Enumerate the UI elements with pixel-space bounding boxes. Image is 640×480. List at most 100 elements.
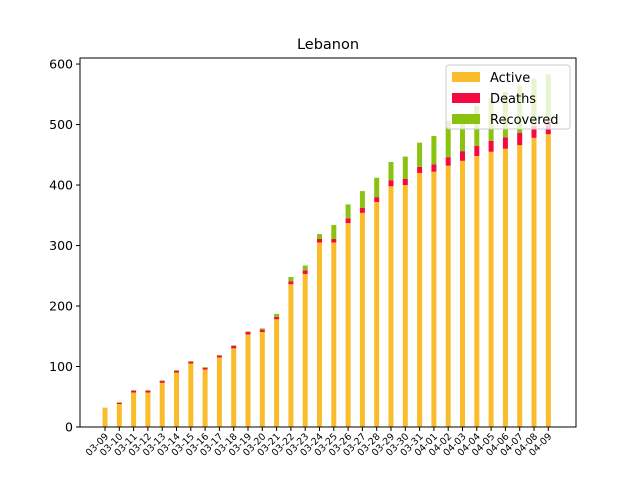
bar-active-03-18 xyxy=(231,348,237,427)
bar-active-03-14 xyxy=(174,372,179,427)
bar-active-03-27 xyxy=(359,212,365,427)
legend: Active Deaths Recovered xyxy=(445,64,571,130)
bar-deaths-04-06 xyxy=(502,137,508,149)
bar-recovered-04-03 xyxy=(460,113,465,152)
bar-deaths-04-04 xyxy=(474,145,480,156)
bar-recovered-03-25 xyxy=(331,224,337,239)
bars-group xyxy=(102,74,551,428)
bar-deaths-03-15 xyxy=(188,361,194,364)
bar-recovered-04-01 xyxy=(431,136,437,165)
bar-recovered-03-21 xyxy=(274,313,280,317)
y-tick-label: 300 xyxy=(49,238,73,253)
bar-recovered-03-24 xyxy=(317,234,322,239)
bar-active-04-08 xyxy=(531,137,537,427)
bar-recovered-03-16 xyxy=(202,367,208,368)
bar-deaths-03-28 xyxy=(374,197,380,202)
bar-active-03-26 xyxy=(345,223,351,427)
bar-deaths-03-23 xyxy=(302,270,308,274)
bar-recovered-03-14 xyxy=(174,370,179,371)
bar-deaths-03-27 xyxy=(359,208,365,213)
bar-deaths-03-14 xyxy=(174,370,179,373)
bar-active-04-04 xyxy=(474,155,480,428)
bar-active-03-15 xyxy=(188,363,194,427)
chart-title: Lebanon xyxy=(297,37,359,53)
bar-deaths-03-26 xyxy=(345,218,351,224)
bar-active-04-09 xyxy=(545,134,551,427)
y-tick-label: 400 xyxy=(49,178,73,193)
bar-deaths-03-11 xyxy=(131,390,137,393)
bar-active-03-25 xyxy=(331,242,337,427)
bar-active-04-05 xyxy=(488,151,494,427)
y-axis: 0 100 200 300 400 500 600 xyxy=(49,57,80,435)
bar-recovered-03-28 xyxy=(374,177,380,198)
bar-deaths-03-30 xyxy=(402,178,408,186)
bar-active-03-21 xyxy=(274,319,280,427)
bar-active-03-17 xyxy=(216,357,222,427)
bar-deaths-04-08 xyxy=(531,125,537,138)
bar-deaths-03-10 xyxy=(116,402,122,405)
bar-recovered-03-27 xyxy=(359,191,365,209)
bar-recovered-03-11 xyxy=(131,390,137,391)
bar-recovered-03-31 xyxy=(417,142,423,167)
bar-recovered-03-10 xyxy=(116,402,122,403)
bar-recovered-03-26 xyxy=(345,204,351,219)
bar-active-03-09 xyxy=(102,407,108,427)
bar-deaths-04-02 xyxy=(445,157,451,166)
bar-active-04-01 xyxy=(431,171,437,427)
legend-label-deaths: Deaths xyxy=(490,92,536,107)
bar-active-03-20 xyxy=(259,332,265,427)
bar-deaths-03-16 xyxy=(202,367,208,370)
bar-deaths-03-31 xyxy=(417,166,423,173)
bar-active-03-30 xyxy=(402,185,408,427)
bar-deaths-03-22 xyxy=(288,281,294,285)
bar-recovered-04-02 xyxy=(445,120,451,158)
y-tick-label: 600 xyxy=(49,57,73,72)
bar-active-03-24 xyxy=(317,242,322,427)
legend-swatch-recovered xyxy=(452,114,480,124)
y-tick-label: 500 xyxy=(49,117,73,132)
bar-deaths-03-25 xyxy=(331,238,337,243)
bar-deaths-04-03 xyxy=(460,151,465,161)
bar-active-03-22 xyxy=(288,284,294,427)
bar-active-04-02 xyxy=(445,165,451,427)
bar-deaths-03-13 xyxy=(159,381,165,383)
bar-deaths-03-29 xyxy=(388,180,394,187)
legend-label-active: Active xyxy=(490,71,530,86)
bar-active-03-11 xyxy=(131,392,137,427)
y-tick-label: 100 xyxy=(49,359,73,374)
bar-recovered-03-12 xyxy=(145,390,151,391)
x-axis: 03-0903-1003-1103-1203-1303-1403-1503-16… xyxy=(84,427,554,459)
legend-swatch-deaths xyxy=(452,93,480,103)
bar-deaths-04-01 xyxy=(431,164,437,172)
bar-active-03-28 xyxy=(374,201,380,427)
bar-active-03-10 xyxy=(116,404,122,427)
bar-recovered-03-18 xyxy=(231,345,237,346)
bar-active-03-13 xyxy=(159,382,165,427)
bar-active-04-07 xyxy=(517,145,523,427)
bar-active-03-31 xyxy=(417,172,423,427)
bar-active-03-29 xyxy=(388,186,394,427)
bar-recovered-03-23 xyxy=(302,265,308,271)
bar-deaths-03-20 xyxy=(259,329,265,333)
bar-deaths-04-05 xyxy=(488,140,494,152)
y-tick-label: 200 xyxy=(49,299,73,314)
bar-active-03-12 xyxy=(145,392,151,427)
bar-deaths-03-21 xyxy=(274,316,280,320)
bar-deaths-03-12 xyxy=(145,390,151,393)
bar-recovered-03-20 xyxy=(259,328,265,330)
bar-deaths-03-18 xyxy=(231,345,237,349)
bar-recovered-03-17 xyxy=(216,355,222,356)
bar-recovered-03-29 xyxy=(388,162,394,181)
y-tick-label: 0 xyxy=(65,420,73,435)
bar-active-04-06 xyxy=(502,148,508,427)
bar-deaths-03-24 xyxy=(317,238,322,243)
bar-active-03-16 xyxy=(202,369,208,427)
bar-active-04-03 xyxy=(460,160,465,427)
plot-frame xyxy=(79,57,577,428)
bar-active-03-19 xyxy=(245,334,251,427)
legend-swatch-active xyxy=(452,72,480,82)
bar-recovered-03-19 xyxy=(245,331,251,333)
bar-deaths-03-19 xyxy=(245,332,251,335)
